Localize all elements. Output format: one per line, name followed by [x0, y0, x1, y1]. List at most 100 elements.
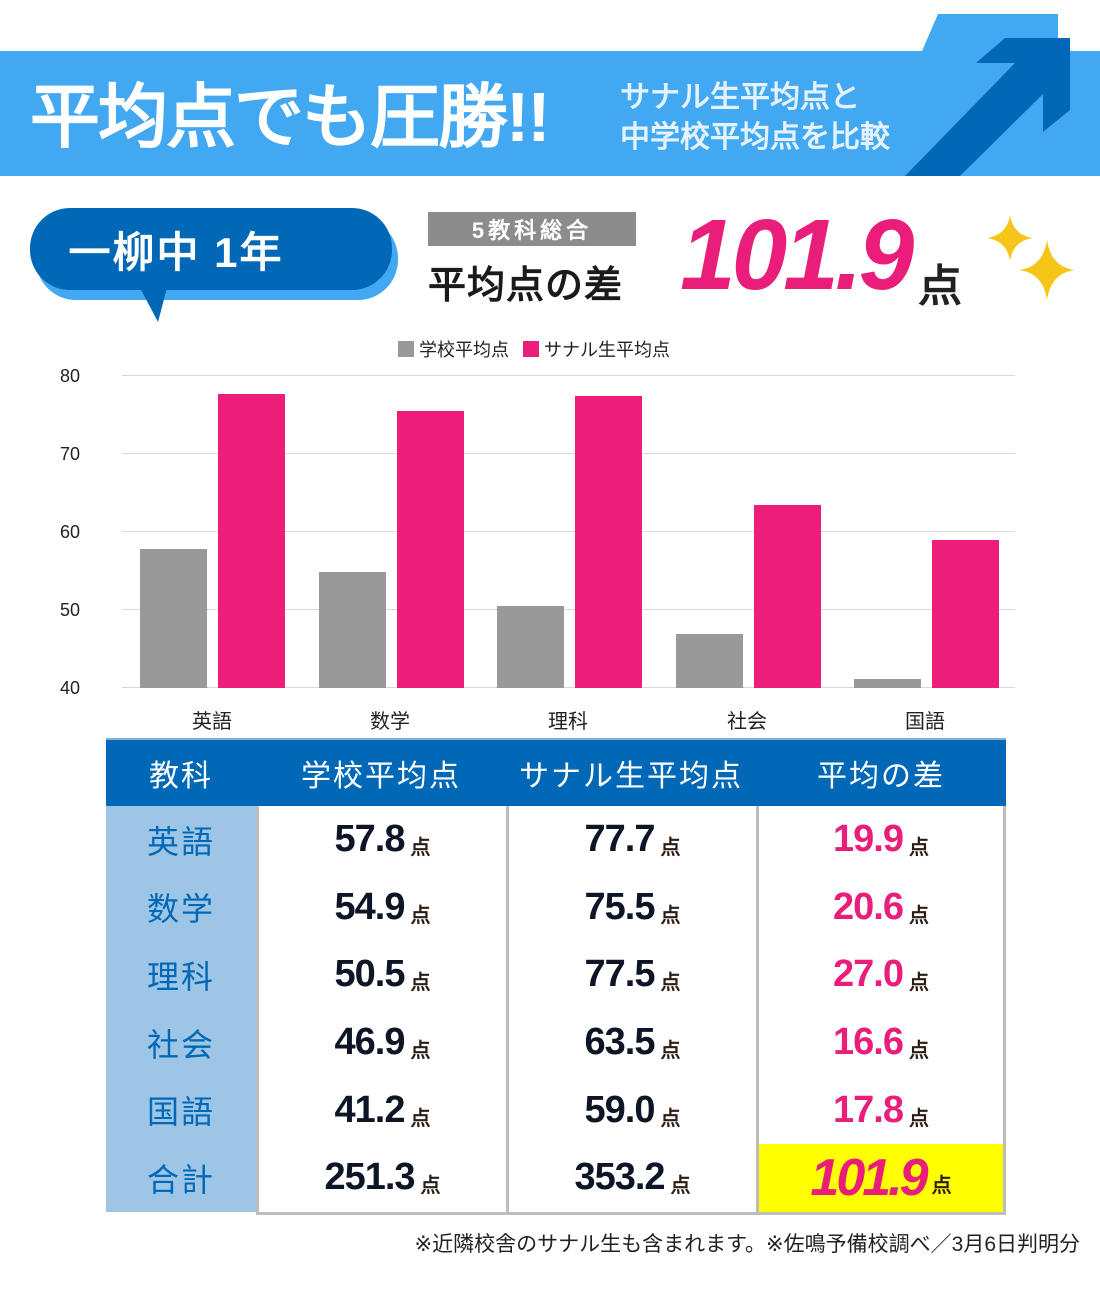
value: 251.3 — [324, 1156, 415, 1199]
unit: 点 — [908, 1040, 929, 1063]
unit: 点 — [660, 1040, 681, 1063]
table-row-subject: 理科 — [146, 958, 215, 995]
table-row-subject: 数学 — [146, 891, 215, 928]
value: 59.0 — [584, 1088, 656, 1131]
value: 75.5 — [584, 885, 656, 928]
table-row-subject: 国語 — [146, 1094, 215, 1131]
bar-sanaru — [932, 539, 1000, 688]
legend-item-sanaru: サナル生平均点 — [523, 336, 670, 362]
value: 16.6 — [833, 1021, 904, 1064]
y-tick-40: 40 — [60, 678, 81, 698]
legend-item-school: 学校平均点 — [398, 336, 509, 362]
gridline — [122, 687, 1015, 688]
x-label-english: 英語 — [192, 711, 232, 733]
speech-tail-icon — [138, 284, 168, 322]
y-tick-60: 60 — [60, 522, 81, 542]
unit: 点 — [660, 837, 681, 860]
gridline — [122, 609, 1015, 610]
total-diff-value: 101.9 — [680, 199, 914, 311]
value: 50.5 — [334, 953, 406, 996]
sanaru-avg-cell: 59.0 点 — [509, 1076, 756, 1144]
table-bottom-border — [256, 1212, 1006, 1215]
header-school-avg: 学校平均点 — [301, 760, 461, 793]
subject-column: 英語 数学 理科 社会 国語 合計 — [106, 806, 256, 1212]
score-table: 教科 学校平均点 サナル生平均点 平均の差 英語 数学 理科 社会 国語 合計 … — [106, 740, 1006, 1212]
school-avg-cell: 50.5 点 — [259, 941, 506, 1009]
value: 101.9 — [810, 1148, 928, 1207]
unit: 点 — [908, 837, 929, 860]
table-row-subject: 社会 — [146, 1026, 215, 1063]
table-header-row: 教科 学校平均点 サナル生平均点 平均の差 — [106, 740, 1006, 806]
legend-swatch-gray — [398, 341, 414, 357]
school-avg-total-cell: 251.3 点 — [259, 1144, 506, 1212]
value: 57.8 — [334, 818, 406, 861]
header-subject: 教科 — [149, 760, 213, 793]
subtitle-line-2: 中学校平均点を比較 — [620, 121, 890, 154]
school-grade-label: 一柳中 1年 — [68, 228, 284, 276]
y-tick-70: 70 — [60, 444, 81, 464]
x-label-japanese: 国語 — [905, 711, 945, 733]
unit: 点 — [410, 837, 431, 860]
table-row-subject-total: 合計 — [146, 1161, 215, 1198]
unit: 点 — [670, 1175, 691, 1198]
total-diff-unit: 点 — [918, 262, 962, 311]
bar-sanaru — [575, 395, 643, 688]
diff-cell: 17.8 点 — [759, 1076, 1003, 1144]
school-grade-bubble: 一柳中 1年 — [28, 206, 408, 322]
bar-chart-plot — [122, 375, 1015, 688]
diff-total-cell-highlighted: 101.9 点 — [759, 1143, 1003, 1212]
bar-school — [675, 634, 743, 688]
diff-cell: 20.6 点 — [759, 874, 1003, 942]
y-tick-80: 80 — [60, 366, 81, 386]
sanaru-avg-cell: 63.5 点 — [509, 1009, 756, 1077]
legend-label-school: 学校平均点 — [419, 340, 509, 360]
unit: 点 — [931, 1175, 952, 1198]
value: 77.7 — [584, 818, 656, 861]
diff-cell: 19.9 点 — [759, 806, 1003, 874]
unit: 点 — [410, 904, 431, 927]
gridline — [122, 375, 1015, 376]
bar-school — [497, 606, 565, 688]
average-diff-label: 平均点の差 — [428, 265, 624, 307]
gridline — [122, 453, 1015, 454]
bar-sanaru — [218, 393, 285, 688]
x-label-social: 社会 — [727, 711, 767, 733]
x-label-math: 数学 — [370, 711, 410, 733]
unit: 点 — [410, 1107, 431, 1130]
value: 19.9 — [833, 818, 904, 861]
value: 20.6 — [833, 885, 904, 928]
school-avg-cell: 46.9 点 — [259, 1009, 506, 1077]
header-diff: 平均の差 — [817, 760, 945, 793]
legend-label-sanaru: サナル生平均点 — [544, 340, 670, 360]
bar-school — [318, 571, 386, 688]
five-subject-total-label: 5教科総合 — [428, 212, 636, 246]
unit: 点 — [660, 1107, 681, 1130]
school-avg-cell: 41.2 点 — [259, 1076, 506, 1144]
value: 41.2 — [334, 1088, 406, 1131]
sparkle-icon — [987, 215, 1075, 300]
up-right-arrow-icon — [905, 14, 1070, 176]
school-avg-cell: 57.8 点 — [259, 806, 506, 874]
value: 27.0 — [833, 953, 904, 996]
divider — [106, 738, 1006, 740]
x-label-science: 理科 — [548, 711, 588, 733]
unit: 点 — [908, 1107, 929, 1130]
diff-column: 19.9 点 20.6 点 27.0 点 16.6 点 17.8 点 101.9 点 — [756, 806, 1006, 1212]
unit: 点 — [410, 1040, 431, 1063]
table-row-subject: 英語 — [146, 823, 215, 860]
bar-school — [854, 678, 922, 688]
chart-legend: 学校平均点 サナル生平均点 — [398, 336, 670, 362]
bar-sanaru — [396, 411, 464, 688]
subtitle-line-1: サナル生平均点と — [620, 81, 860, 114]
school-avg-column: 57.8 点 54.9 点 50.5 点 46.9 点 41.2 点 251.3 点 — [256, 806, 506, 1212]
page-subtitle: サナル生平均点と 中学校平均点を比較 — [620, 78, 890, 158]
diff-cell: 16.6 点 — [759, 1009, 1003, 1077]
header-banner — [0, 51, 1100, 176]
unit: 点 — [660, 904, 681, 927]
header-sanaru-avg: サナル生平均点 — [519, 760, 743, 793]
value: 54.9 — [334, 885, 406, 928]
unit: 点 — [420, 1175, 441, 1198]
page-title: 平均点でも圧勝!! — [30, 78, 551, 156]
sanaru-avg-cell: 77.7 点 — [509, 806, 756, 874]
unit: 点 — [660, 972, 681, 995]
